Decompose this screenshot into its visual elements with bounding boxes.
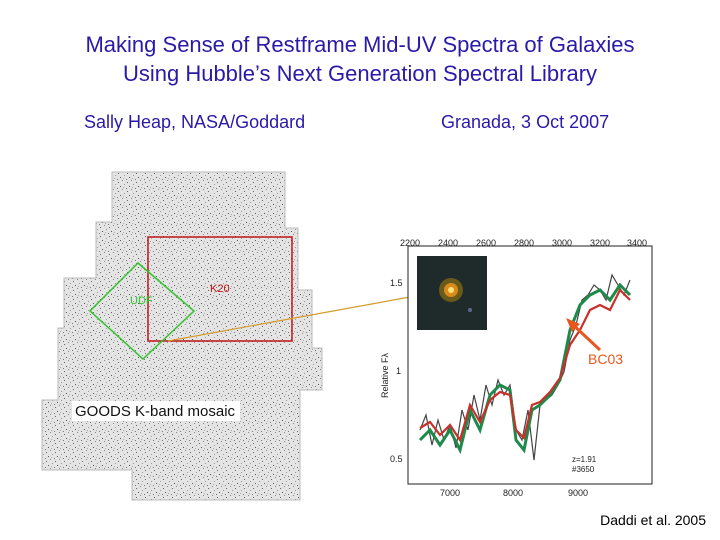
model-red-line [419,288,631,443]
y-tick-1: 1 [396,366,401,376]
redshift-line-1: z=1.91 [572,455,597,464]
top-tick-2: 2600 [476,238,496,248]
top-tick-0: 2200 [400,238,420,248]
k20-label: K20 [210,283,230,295]
y-tick-2: 0.5 [390,454,403,464]
y-tick-0: 1.5 [390,278,403,288]
k20-box [147,236,293,342]
title-line-1: Making Sense of Restframe Mid-UV Spectra… [85,32,635,57]
observed-spectrum-line [419,273,631,461]
udf-label: UDF [130,295,153,307]
top-tick-6: 3400 [627,238,647,248]
top-tick-3: 2800 [514,238,534,248]
model-green-line [418,282,632,455]
credit-citation: Daddi et al. 2005 [600,512,706,528]
author-affiliation: Sally Heap, NASA/Goddard [84,112,306,132]
top-tick-5: 3200 [590,238,610,248]
redshift-line-2: #3650 [572,465,595,474]
bc03-label: BC03 [588,351,623,367]
top-tick-1: 2400 [438,238,458,248]
title-line-2: Using Hubble’s Next Generation Spectral … [122,61,598,86]
top-tick-4: 3000 [552,238,572,248]
bottom-tick-2: 9000 [568,488,588,498]
bc03-arrow-head [566,318,580,332]
galaxy-thumbnail [417,256,487,330]
bottom-tick-0: 7000 [440,488,460,498]
connector-line [167,290,444,342]
mosaic-caption-bg [72,401,240,421]
redshift-annotation: z=1.91 #3650 [572,455,598,474]
y-axis-label: Relative Fλ [380,352,390,398]
goods-mosaic-image [41,171,323,501]
udf-box [88,261,196,361]
bottom-tick-1: 8000 [503,488,523,498]
venue-date: Granada, 3 Oct 2007 [441,112,610,132]
mosaic-caption: GOODS K-band mosaic [75,403,236,420]
